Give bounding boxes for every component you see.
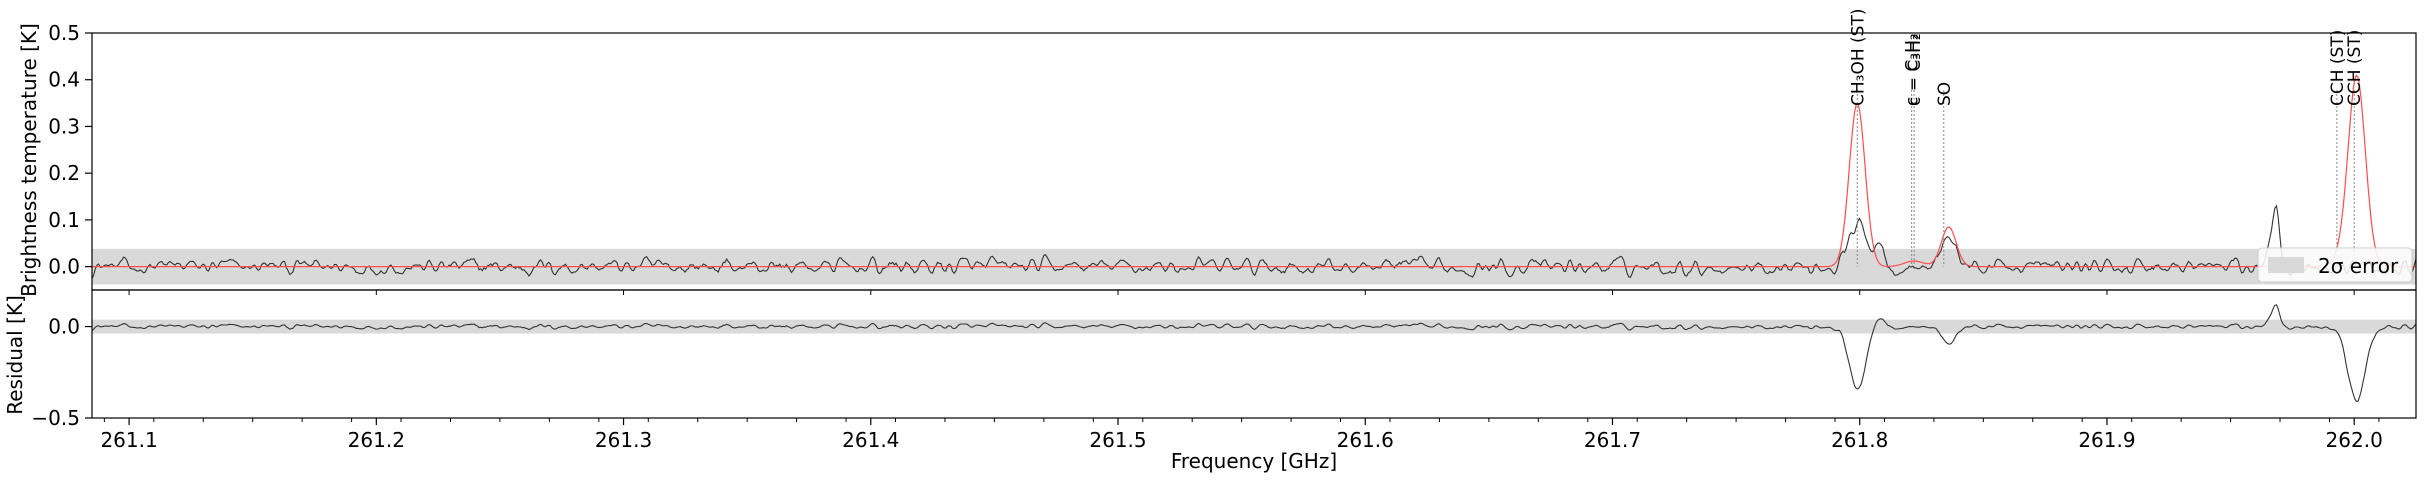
spectrum-panel: 0.0 0.1 0.2 0.3 0.4 0.5 [48, 21, 2417, 291]
x-tick-label: 262.0 [2326, 428, 2383, 452]
legend-box [2257, 247, 2413, 283]
line-id-label: CCH (ST) [2345, 30, 2365, 106]
x-tick-label: 261.3 [595, 428, 652, 452]
legend: 2σ error [2257, 247, 2413, 283]
x-tick-label: 261.1 [100, 428, 157, 452]
x-tick-label: 261.4 [842, 428, 899, 452]
observed-spectrum-line [91, 204, 2417, 280]
y-tick-label: 0.0 [48, 315, 80, 339]
line-id-label: c − C₃H₂ [1903, 33, 1923, 106]
x-axis: 261.1 261.2 261.3 261.4 261.5 261.6 261.7 261.8… [100, 290, 2383, 452]
residual-panel: −0.5 0.0 [31, 289, 2417, 430]
line-id-label: c − C₃H₂ [1905, 33, 1925, 106]
y-tick-label: 0.1 [48, 208, 80, 232]
line-id-label: CCH (ST) [2328, 30, 2348, 106]
x-tick-label: 261.2 [348, 428, 405, 452]
x-tick-label: 261.6 [1337, 428, 1394, 452]
panel-frame [91, 289, 2417, 419]
y-axis-label-residual: Residual [K] [3, 295, 27, 415]
error-band [92, 319, 2416, 334]
residual-spectrum-line [91, 304, 2417, 402]
x-tick-label: 261.5 [1089, 428, 1146, 452]
line-id-label: CH₃OH (ST) [1848, 9, 1868, 106]
line-id-label: SO [1935, 82, 1955, 106]
model-spectrum-line [92, 74, 2416, 268]
y-tick-label: 0.4 [48, 68, 80, 92]
legend-label: 2σ error [2318, 254, 2399, 278]
y-tick-label: −0.5 [31, 406, 80, 430]
y-tick-label: 0.0 [48, 255, 80, 279]
y-axis-label-spectrum: Brightness temperature [K] [17, 23, 41, 297]
x-tick-label: 261.8 [1831, 428, 1888, 452]
y-tick-label: 0.2 [48, 161, 80, 185]
y-tick-label: 0.5 [48, 21, 80, 45]
x-tick-label: 261.9 [2078, 428, 2135, 452]
y-tick-label: 0.3 [48, 114, 80, 138]
x-tick-label: 261.7 [1584, 428, 1641, 452]
x-axis-label: Frequency [GHz] [1171, 449, 1337, 473]
legend-swatch [2268, 257, 2304, 273]
